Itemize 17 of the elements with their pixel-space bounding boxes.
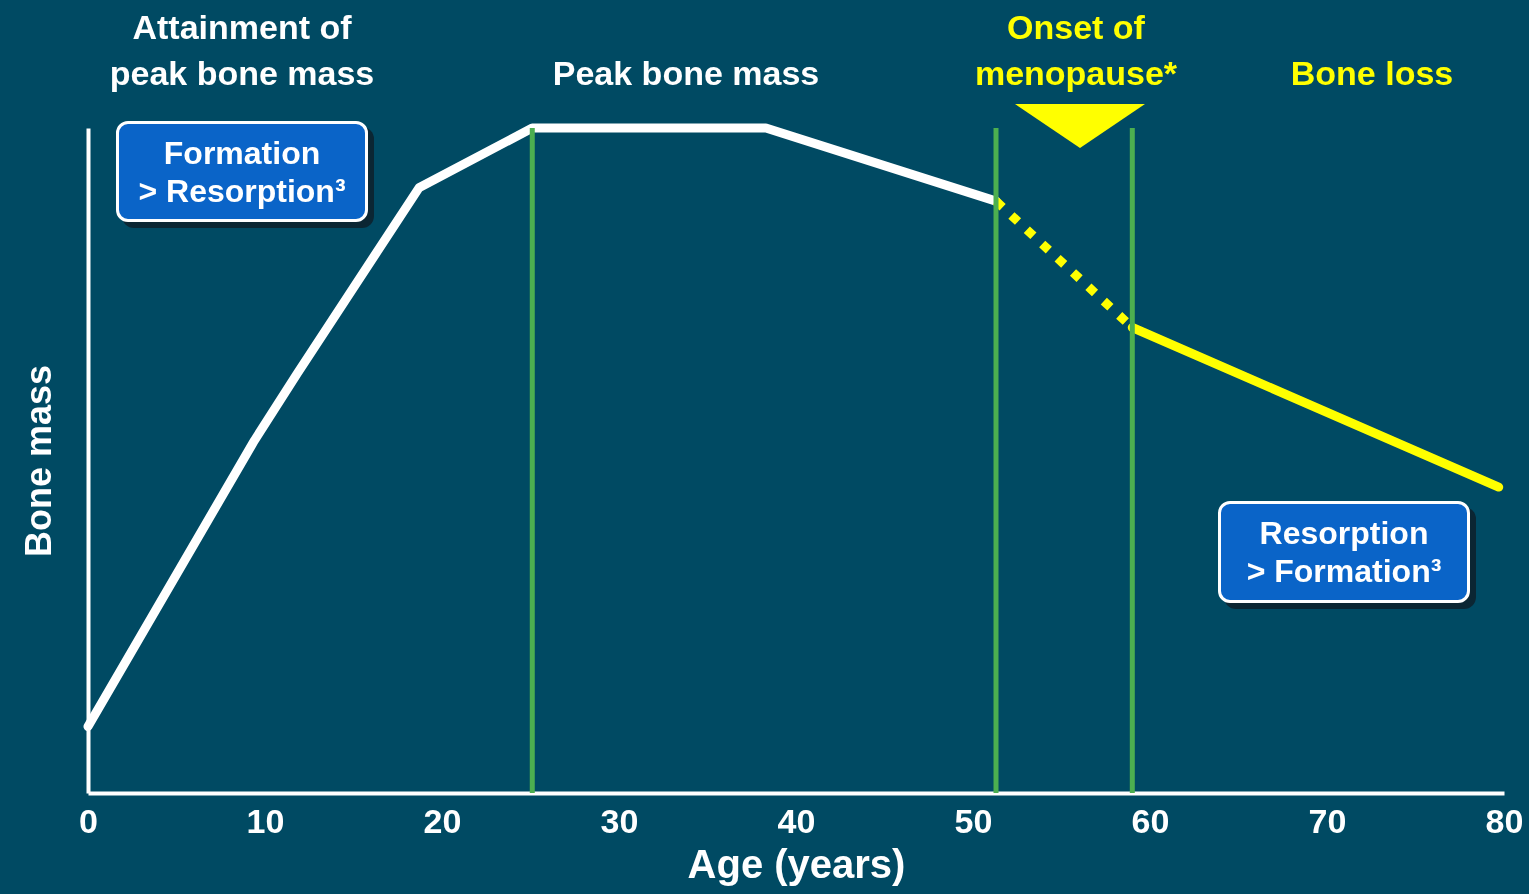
text: Onset of menopause*: [974, 7, 1178, 94]
x-tick-label: 40: [777, 801, 816, 840]
y-axis-title: Bone mass: [17, 364, 59, 558]
text: Bone loss: [1290, 53, 1454, 94]
text: Attainment of peak bone mass: [109, 7, 375, 94]
x-tick-label: 10: [246, 801, 285, 840]
x-tick-label: 70: [1308, 801, 1347, 840]
x-tick-label: 60: [1131, 801, 1170, 840]
text: Peak bone mass: [552, 53, 820, 94]
x-tick-label: 80: [1485, 801, 1524, 840]
x-axis-title: Age (years): [687, 841, 906, 886]
annotation: Formation > Resorption³: [116, 121, 368, 222]
x-tick-label: 30: [600, 801, 639, 840]
x-tick-label: 50: [954, 801, 993, 840]
annotation: Resorption > Formation³: [1218, 501, 1470, 603]
x-tick-label: 20: [423, 801, 462, 840]
x-tick-label: 0: [79, 801, 98, 840]
